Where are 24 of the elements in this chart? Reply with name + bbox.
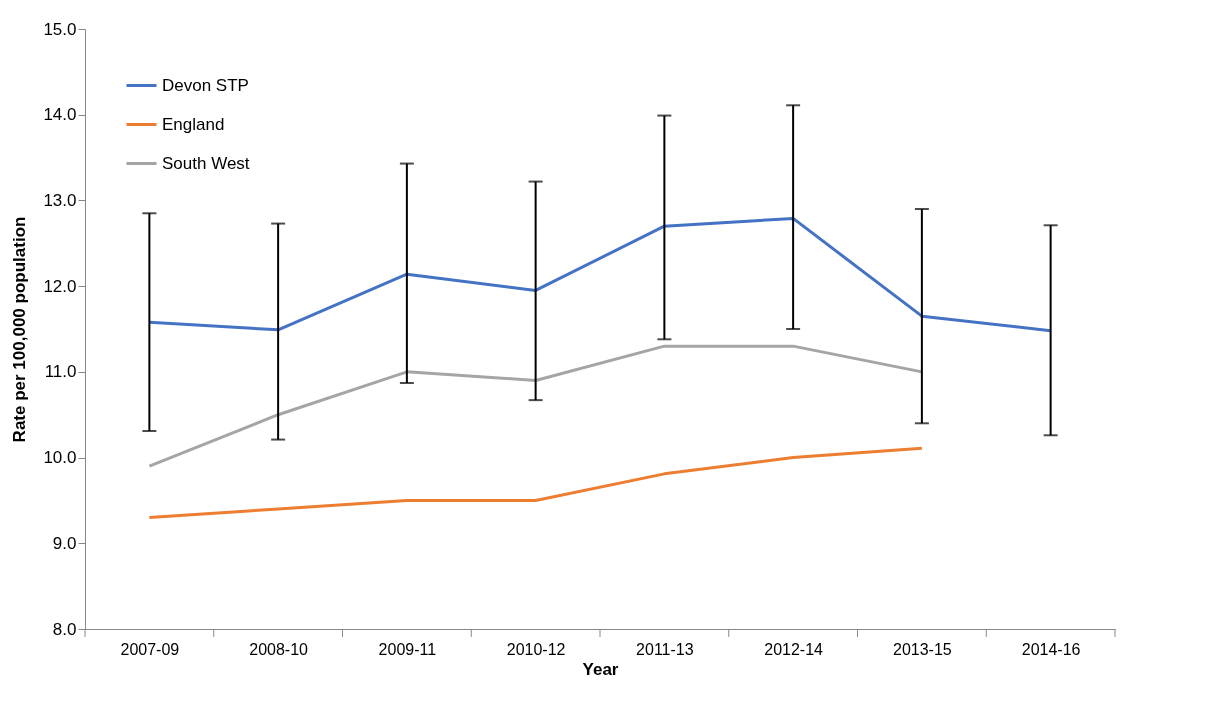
y-tick-label: 15.0 — [43, 19, 77, 39]
x-tick-label: 2007-09 — [120, 640, 180, 658]
line-series — [147, 446, 924, 520]
legend-label: Devon STP — [162, 75, 249, 95]
y-axis-title: Rate per 100,000 population — [10, 216, 30, 443]
x-tick-label: 2012-14 — [764, 640, 824, 658]
line-series — [147, 344, 924, 468]
y-tick-label: 13.0 — [43, 190, 77, 210]
y-tick-label: 11.0 — [44, 362, 77, 382]
y-tick-label: 12.0 — [43, 276, 77, 296]
x-tick-label: 2013-15 — [893, 640, 952, 658]
legend-label: England — [162, 114, 225, 134]
x-tick-label: 2009-11 — [378, 640, 437, 658]
legend-label: South West — [162, 153, 250, 173]
y-tick-label: 8.0 — [52, 619, 77, 639]
x-tick-label: 2008-10 — [249, 640, 309, 658]
x-tick-label: 2010-12 — [506, 640, 566, 658]
y-tick-label: 10.0 — [43, 448, 77, 468]
x-tick-label: 2014-16 — [1021, 640, 1081, 658]
line-series — [147, 216, 1053, 333]
x-tick-label: 2011-13 — [636, 640, 694, 658]
x-axis-title: Year — [582, 659, 619, 679]
y-tick-label: 9.0 — [52, 533, 77, 553]
y-tick-label: 14.0 — [43, 105, 77, 125]
